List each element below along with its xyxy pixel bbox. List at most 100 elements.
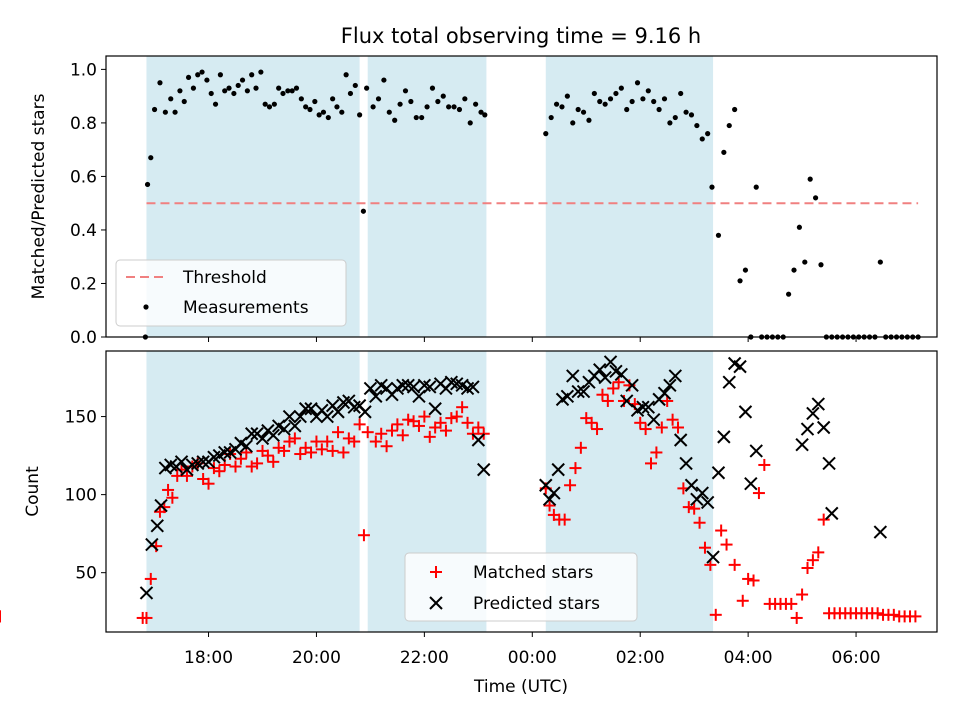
measurement-point — [386, 109, 392, 115]
predicted-star-point — [139, 586, 154, 600]
matched-star-point — [180, 469, 193, 482]
matched-star-point — [353, 418, 366, 431]
measurement-point — [258, 69, 264, 75]
measurement-point — [478, 109, 484, 115]
matched-star-point — [202, 477, 215, 490]
measurement-point — [148, 155, 154, 161]
matched-star-point — [278, 444, 291, 457]
measurement-point — [575, 106, 581, 113]
measurement-point — [732, 106, 738, 113]
matched-star-point — [574, 441, 587, 454]
measurement-point — [812, 195, 819, 201]
measurement-point — [168, 96, 174, 102]
measurements-legend-label: Measurements — [183, 298, 309, 318]
observing-interval-0 — [146, 351, 360, 632]
measurement-points — [142, 69, 921, 340]
predicted-legend-swatch — [429, 596, 443, 610]
bottom-axes-frame — [105, 350, 938, 633]
matched-star-point — [747, 574, 760, 587]
matched-star-point — [456, 401, 469, 414]
measurement-point — [440, 93, 446, 99]
matched-star-point — [543, 499, 556, 512]
measurement-point — [683, 109, 689, 115]
measurement-point — [424, 104, 430, 110]
measurement-point — [375, 96, 382, 102]
x-axis-label: Time (UTC) — [473, 677, 568, 697]
measurement-point — [195, 72, 201, 78]
measurement-point — [239, 77, 246, 83]
measurement-point — [807, 176, 813, 182]
measurement-point — [298, 96, 304, 102]
measurement-point — [591, 90, 597, 97]
matched-legend-swatch — [430, 566, 442, 578]
predicted-star-point — [471, 433, 486, 447]
matched-star-point — [439, 424, 452, 437]
measurement-point — [721, 149, 727, 155]
measurement-point — [553, 101, 560, 107]
predicted-star-point — [636, 400, 650, 414]
measurement-point — [564, 93, 570, 99]
measurement-point — [285, 88, 291, 94]
measurement-point — [726, 122, 732, 129]
predicted-star-point — [722, 375, 736, 389]
measurement-point — [607, 96, 614, 102]
matched-star-point — [698, 541, 711, 554]
predicted-legend-label: Predicted stars — [473, 594, 600, 614]
matched-star-point — [380, 440, 393, 453]
y-tick-label: 0.2 — [70, 274, 97, 294]
matched-star-point — [639, 423, 652, 436]
measurement-point — [357, 112, 363, 118]
measurement-point — [651, 98, 657, 105]
measurement-point — [249, 72, 255, 78]
y-tick-label: 0.0 — [70, 328, 97, 348]
chart-title: Flux total observing time = 9.16 h — [341, 24, 701, 48]
measurement-point — [634, 80, 641, 86]
measurement-point — [786, 291, 792, 297]
measurement-point — [467, 120, 473, 126]
matched-star-point — [645, 457, 658, 470]
measurement-point — [253, 85, 259, 91]
matched-star-point — [591, 423, 604, 436]
measurement-point — [364, 85, 370, 91]
predicted-star-point — [795, 437, 809, 452]
matched-star-point — [162, 483, 175, 496]
matched-star-point — [796, 588, 809, 601]
measurement-point — [144, 181, 151, 188]
measurement-point — [753, 184, 759, 190]
measurement-point — [629, 98, 635, 105]
predicted-star-point — [320, 409, 334, 424]
measurement-point — [624, 106, 630, 113]
measurements-legend-swatch — [143, 304, 149, 310]
measurement-point — [742, 267, 749, 273]
predicted-star-point — [396, 378, 410, 393]
observing-interval-2 — [545, 56, 714, 337]
measurement-point — [330, 96, 336, 102]
matched-star-point — [288, 432, 301, 445]
measurement-point — [818, 262, 824, 268]
matched-star-point — [332, 426, 345, 439]
predicted-star-point — [822, 456, 836, 471]
measurement-point — [397, 101, 403, 107]
predicted-star-point — [196, 455, 210, 469]
matched-star-point — [261, 449, 274, 462]
measurement-point — [199, 69, 205, 75]
measurement-point — [446, 104, 452, 110]
top-axes-frame — [105, 55, 938, 338]
predicted-star-point — [331, 405, 345, 419]
measurement-point — [413, 114, 419, 121]
matched-star-point — [666, 413, 679, 426]
measurement-point — [339, 109, 345, 115]
predicted-star-point — [711, 466, 726, 480]
top-y-axis-label: Matched/Predicted stars — [29, 93, 49, 299]
x-tick-label: 02:00 — [616, 648, 665, 668]
bottom-x-ticks: 18:00 20:00 22:00 00:00 02:00 04:00 06:00 — [184, 632, 881, 668]
measurement-point — [157, 80, 163, 86]
matched-star-point — [348, 435, 361, 448]
x-tick-label: 06:00 — [832, 648, 881, 668]
measurement-point — [172, 109, 178, 115]
measurement-point — [293, 85, 300, 91]
x-tick-label: 20:00 — [292, 648, 341, 668]
matched-star-point — [715, 524, 728, 537]
matched-star-point — [310, 435, 323, 448]
bottom-y-axis-label: Count — [23, 466, 43, 517]
